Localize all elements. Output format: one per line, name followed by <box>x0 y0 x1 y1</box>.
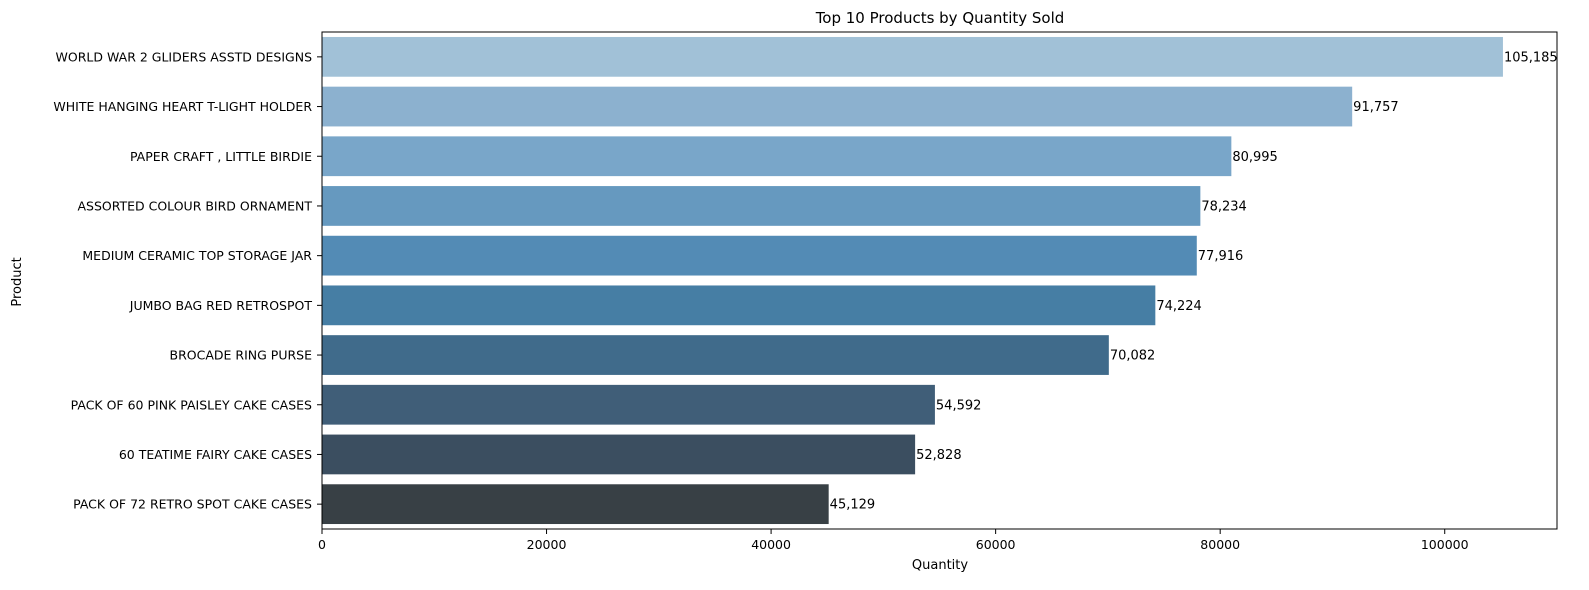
y-tick-label: PACK OF 72 RETRO SPOT CAKE CASES <box>73 497 312 512</box>
x-tick-label: 100000 <box>1421 537 1469 552</box>
x-axis-label: Quantity <box>912 558 968 573</box>
bar <box>322 484 829 525</box>
bar <box>322 434 916 475</box>
y-axis-label: Product <box>10 257 25 306</box>
y-tick-label: ASSORTED COLOUR BIRD ORNAMENT <box>77 198 312 213</box>
bar <box>322 285 1156 326</box>
x-tick-label: 0 <box>318 537 326 552</box>
value-labels-group: 105,185 91,757 80,995 78,234 77,916 74,224 70,… <box>830 50 1558 512</box>
bar <box>322 86 1353 127</box>
y-tick-label: PACK OF 60 PINK PAISLEY CAKE CASES <box>71 397 312 412</box>
y-tick-label: 60 TEATIME FAIRY CAKE CASES <box>119 447 312 462</box>
bar-value-label: 45,129 <box>830 498 876 513</box>
bar <box>322 235 1197 276</box>
bars-group <box>322 36 1503 525</box>
y-tick-label: MEDIUM CERAMIC TOP STORAGE JAR <box>82 248 312 263</box>
x-tick-label: 20000 <box>527 537 567 552</box>
y-tick-label: WORLD WAR 2 GLIDERS ASSTD DESIGNS <box>56 49 313 64</box>
y-tick-label: JUMBO BAG RED RETROSPOT <box>129 298 313 313</box>
chart-title: Top 10 Products by Quantity Sold <box>815 9 1065 27</box>
bar-value-label: 80,995 <box>1232 150 1278 165</box>
y-axis: WORLD WAR 2 GLIDERS ASSTD DESIGNS WHITE H… <box>53 49 322 512</box>
x-tick-label: 40000 <box>751 537 791 552</box>
plot-frame <box>321 31 1558 530</box>
bar-value-label: 91,757 <box>1353 100 1399 115</box>
bar-value-label: 77,916 <box>1198 249 1244 264</box>
y-tick-label: WHITE HANGING HEART T-LIGHT HOLDER <box>53 99 312 114</box>
bar-value-label: 70,082 <box>1110 349 1156 364</box>
x-tick-label: 60000 <box>976 537 1016 552</box>
bar-value-label: 105,185 <box>1504 50 1558 65</box>
bar <box>322 186 1201 226</box>
x-tick-label: 80000 <box>1200 537 1240 552</box>
bar-value-label: 54,592 <box>936 398 982 413</box>
bar <box>322 136 1232 177</box>
bar <box>322 335 1109 375</box>
y-tick-label: BROCADE RING PURSE <box>170 348 313 363</box>
bar <box>322 384 935 425</box>
bar-value-label: 78,234 <box>1201 199 1247 214</box>
bar-value-label: 52,828 <box>916 448 962 463</box>
x-axis: 0 20000 40000 60000 80000 100000 <box>318 529 1469 552</box>
y-tick-label: PAPER CRAFT , LITTLE BIRDIE <box>130 149 312 164</box>
bar <box>322 36 1503 77</box>
bar-value-label: 74,224 <box>1156 299 1202 314</box>
